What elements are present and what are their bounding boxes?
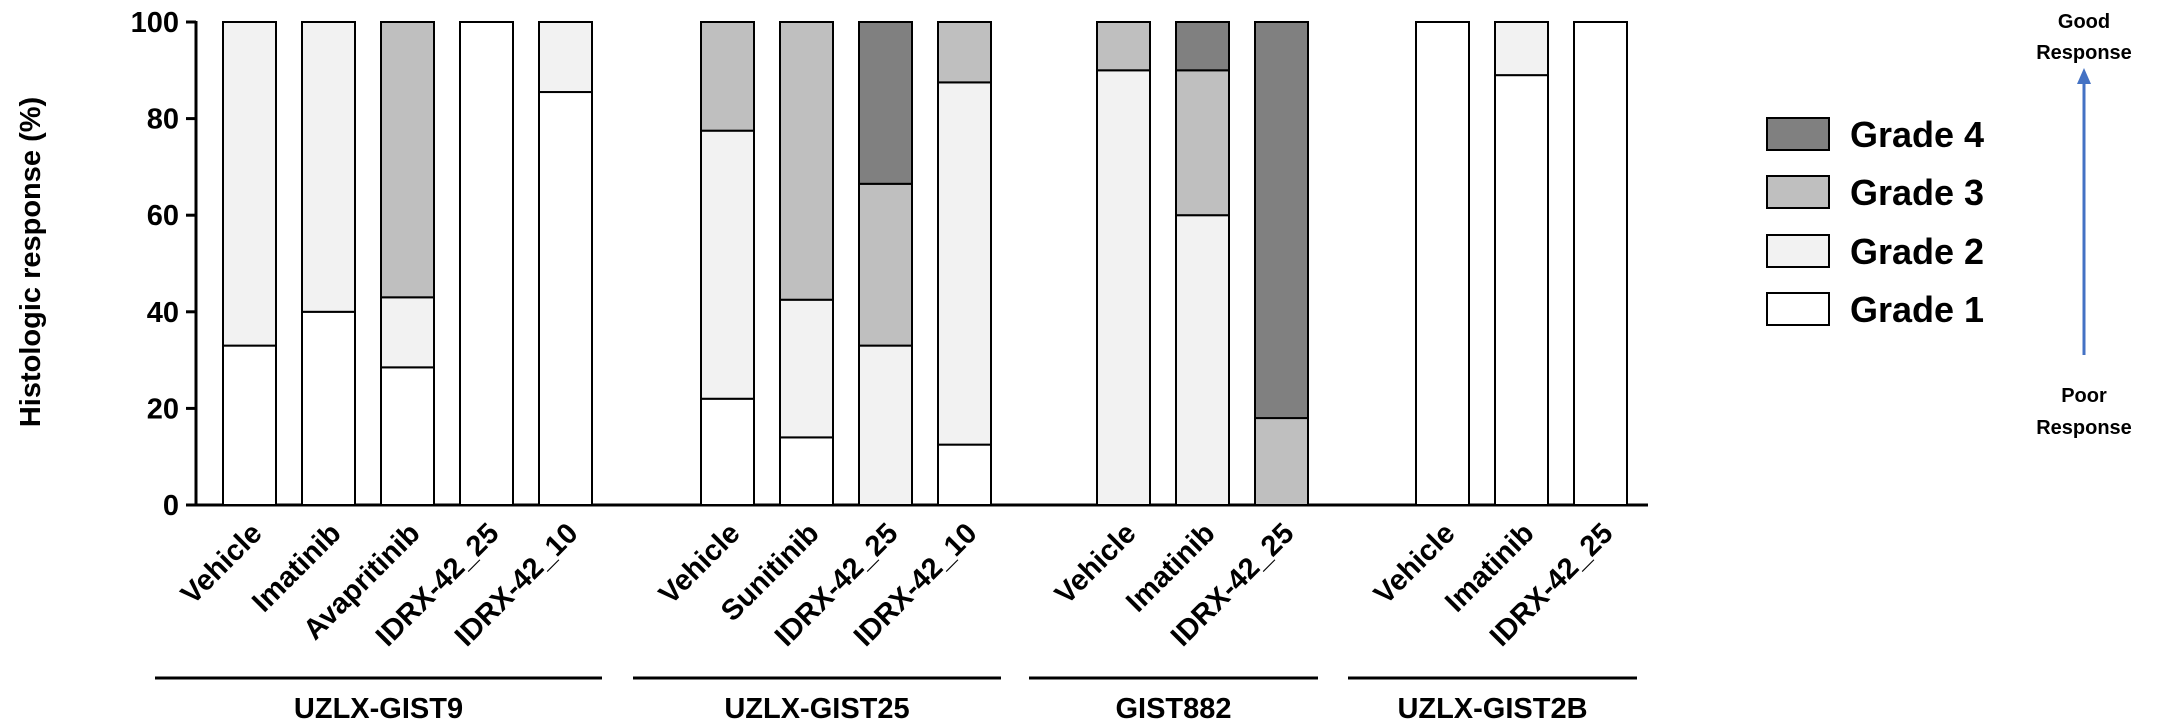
y-tick-label: 20 (147, 393, 179, 425)
legend-label: Grade 4 (1850, 114, 1984, 155)
bar-segment-grade-3 (380, 21, 435, 299)
bar-segment-grade-2 (700, 129, 755, 400)
bar-segment-grade-1 (1415, 21, 1470, 506)
bar-segment-grade-1 (1573, 21, 1628, 506)
bar-segment-grade-2 (301, 21, 356, 313)
bar-segment-grade-2 (538, 21, 593, 94)
bar-segment-grade-2 (380, 296, 435, 369)
poor-response-label-line1: Poor (2061, 385, 2107, 407)
legend-label: Grade 3 (1850, 172, 1984, 213)
bar-segment-grade-2 (779, 298, 834, 439)
bar-segment-grade-1 (301, 310, 356, 506)
bar-segment-grade-1 (222, 344, 277, 506)
poor-response-label-line2: Response (2036, 417, 2132, 439)
good-response-label-line2: Response (2036, 42, 2132, 64)
y-tick-label: 60 (147, 200, 179, 232)
bar-segment-grade-4 (1254, 21, 1309, 420)
good-response-label-line1: Good (2058, 11, 2110, 33)
legend-swatch (1766, 175, 1830, 209)
bar-segment-grade-3 (858, 182, 913, 347)
legend-swatch (1766, 292, 1830, 326)
bar-segment-grade-1 (1494, 74, 1549, 506)
legend-label: Grade 1 (1850, 289, 1984, 330)
bar-segment-grade-1 (538, 91, 593, 506)
bar-segment-grade-1 (459, 21, 514, 506)
y-tick-label: 40 (147, 297, 179, 329)
bar-segment-grade-2 (1096, 69, 1151, 507)
bar-segment-grade-3 (700, 21, 755, 132)
bar-segment-grade-4 (858, 21, 913, 185)
y-tick-label: 100 (131, 7, 179, 39)
bar-segment-grade-3 (1254, 417, 1309, 506)
bar-segment-grade-2 (1175, 214, 1230, 506)
bar-segment-grade-4 (1175, 21, 1230, 72)
bar-segment-grade-1 (700, 397, 755, 506)
bar-segment-grade-1 (779, 436, 834, 507)
legend-swatch (1766, 117, 1830, 151)
bar-segment-grade-1 (937, 443, 992, 506)
bar-segment-grade-3 (1175, 69, 1230, 217)
bar-segment-grade-2 (1494, 21, 1549, 77)
bar-segment-grade-2 (937, 81, 992, 446)
legend-swatch (1766, 234, 1830, 268)
bar-segment-grade-2 (858, 344, 913, 506)
group-label: UZLX-GIST25 (724, 693, 909, 724)
bar-segment-grade-3 (937, 21, 992, 84)
bar-segment-grade-3 (779, 21, 834, 301)
legend: Grade 4 Grade 3 Grade 2 Grade 1 (1766, 114, 1984, 330)
legend-label: Grade 2 (1850, 231, 1984, 272)
group-label: UZLX-GIST2B (1397, 693, 1587, 724)
response-annotation: Good Response Poor Response (2036, 11, 2132, 439)
bar-segment-grade-3 (1096, 21, 1151, 72)
bar-segment-grade-2 (222, 21, 277, 347)
group-label: UZLX-GIST9 (294, 693, 463, 724)
y-tick-label: 0 (163, 490, 179, 522)
bar-segment-grade-1 (380, 366, 435, 506)
group-label: GIST882 (1115, 693, 1231, 724)
y-axis-label: Histologic response (%) (15, 97, 47, 427)
y-tick-label: 80 (147, 104, 179, 136)
plot-area: 020406080100VehicleImatinibAvapritinibID… (131, 7, 1648, 724)
up-arrow-icon (2077, 68, 2091, 84)
